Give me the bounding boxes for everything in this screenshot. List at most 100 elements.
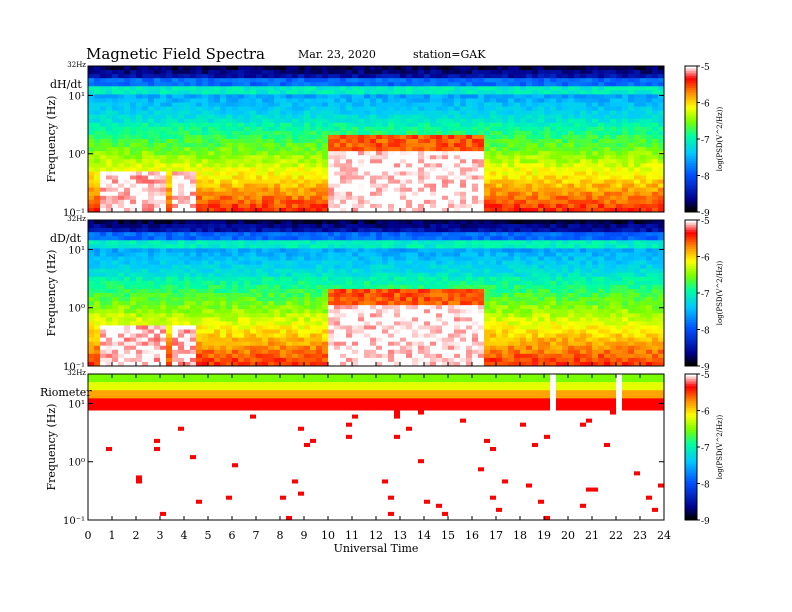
heatmap-cell (262, 284, 269, 290)
heatmap-cell (172, 301, 179, 306)
heatmap-cell (454, 110, 461, 116)
heatmap-cell (304, 293, 311, 298)
panel-0-top-label: 32Hz (67, 61, 86, 69)
heatmap-cell (454, 106, 461, 112)
heatmap-cell (592, 179, 599, 185)
heatmap-cell (304, 264, 311, 270)
heatmap-cell (244, 240, 251, 245)
heatmap-cell (460, 191, 467, 197)
heatmap-cell (298, 301, 305, 306)
heatmap-cell (244, 248, 251, 253)
heatmap-cell (286, 78, 293, 83)
heatmap-cell (250, 345, 257, 351)
heatmap-cell (340, 207, 347, 213)
heatmap-cell (316, 284, 323, 290)
heatmap-cell (256, 345, 263, 351)
heatmap-cell (568, 143, 575, 148)
heatmap-cell (172, 325, 179, 330)
heatmap-cell (100, 147, 107, 152)
heatmap-cell (526, 66, 533, 71)
heatmap-cell (316, 293, 323, 298)
heatmap-cell (430, 98, 437, 103)
heatmap-cell (208, 321, 215, 326)
heatmap-cell (142, 163, 149, 168)
heatmap-cell (232, 171, 239, 176)
heatmap-cell (370, 130, 377, 136)
heatmap-cell (658, 199, 665, 205)
heatmap-cell (286, 155, 293, 160)
heatmap-cell (244, 167, 251, 172)
heatmap-cell (166, 134, 173, 140)
heatmap-cell (118, 187, 125, 193)
heatmap-cell (322, 199, 329, 205)
heatmap-cell (310, 191, 317, 197)
heatmap-cell (220, 236, 227, 241)
heatmap-cell (274, 337, 281, 343)
heatmap-cell (322, 66, 329, 71)
heatmap-cell (430, 195, 437, 201)
heatmap-cell (142, 191, 149, 197)
heatmap-cell (220, 171, 227, 176)
heatmap-cell (130, 329, 137, 334)
heatmap-cell (190, 337, 197, 343)
heatmap-cell (88, 98, 95, 103)
heatmap-cell (184, 357, 191, 363)
heatmap-cell (490, 106, 497, 112)
heatmap-cell (106, 195, 113, 201)
heatmap-cell (88, 147, 95, 152)
heatmap-cell (634, 147, 641, 152)
heatmap-cell (658, 118, 665, 124)
heatmap-cell (274, 171, 281, 176)
heatmap-cell (136, 297, 143, 302)
heatmap-cell (166, 86, 173, 91)
heatmap-cell (436, 163, 443, 168)
heatmap-cell (328, 167, 335, 172)
heatmap-cell (394, 98, 401, 103)
heatmap-cell (118, 341, 125, 347)
heatmap-cell (88, 244, 95, 249)
heatmap-cell (142, 110, 149, 116)
heatmap-cell (196, 333, 203, 339)
heatmap-cell (520, 114, 527, 120)
heatmap-cell (538, 90, 545, 95)
heatmap-cell (256, 171, 263, 176)
heatmap-cell (208, 199, 215, 205)
heatmap-cell (490, 90, 497, 95)
heatmap-cell (616, 122, 623, 128)
heatmap-cell (280, 130, 287, 136)
heatmap-cell (178, 272, 185, 278)
heatmap-cell (184, 134, 191, 140)
heatmap-cell (412, 155, 419, 160)
heatmap-cell (88, 240, 95, 245)
heatmap-cell (220, 228, 227, 233)
heatmap-cell (448, 126, 455, 132)
heatmap-cell (316, 228, 323, 233)
heatmap-cell (262, 280, 269, 286)
heatmap-cell (628, 139, 635, 144)
heatmap-cell (430, 203, 437, 209)
heatmap-cell (460, 159, 467, 164)
heatmap-cell (550, 207, 557, 213)
heatmap-cell (364, 187, 371, 193)
heatmap-cell (352, 110, 359, 116)
heatmap-cell (244, 199, 251, 205)
heatmap-cell (646, 82, 653, 87)
heatmap-cell (442, 78, 449, 83)
heatmap-cell (316, 349, 323, 355)
heatmap-cell (556, 175, 563, 180)
heatmap-cell (328, 252, 335, 257)
heatmap-cell (622, 126, 629, 132)
heatmap-cell (148, 293, 155, 298)
heatmap-cell (394, 195, 401, 201)
heatmap-cell (322, 86, 329, 91)
heatmap-cell (226, 102, 233, 107)
heatmap-cell (106, 317, 113, 322)
heatmap-cell (202, 151, 209, 156)
heatmap-cell (190, 309, 197, 314)
heatmap-cell (280, 203, 287, 209)
heatmap-cell (310, 110, 317, 116)
heatmap-cell (484, 98, 491, 103)
heatmap-cell (400, 191, 407, 197)
heatmap-cell (598, 187, 605, 193)
heatmap-cell (214, 288, 221, 294)
